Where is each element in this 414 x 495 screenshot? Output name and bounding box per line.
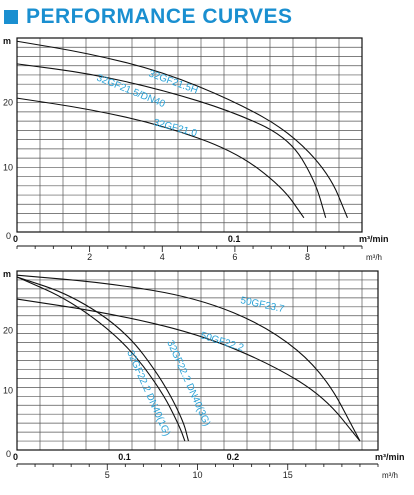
y-tick-label: 10 [3,162,13,172]
y-tick-label: 0 [6,449,11,459]
series-curve [16,276,190,442]
series-label: 32GF21.0 [152,117,198,139]
y-tick-label: 0 [6,231,11,241]
plot-frame [16,37,363,233]
series-curve [16,274,361,442]
series-label: 32GF22.2 DN40(1G) [124,349,172,438]
title-bar: PERFORMANCE CURVES [4,4,292,30]
series-label: 32GF22.2 DN40(3G) [164,339,212,428]
x-tick-label-primary: 0.2 [227,452,240,462]
plot-frame [16,270,379,451]
x-axis-unit-primary: m³/min [375,452,405,462]
series-curve [16,40,348,218]
x-tick-label-secondary: 6 [232,252,237,262]
y-tick-label: 20 [3,326,13,336]
x-axis-unit-primary: m³/min [359,234,389,244]
x-tick-label-primary: 0.1 [228,234,241,244]
x-tick-label-secondary: 8 [305,252,310,262]
title-square-icon [4,10,18,24]
y-axis-label: m [3,36,11,46]
series-curve [16,276,186,442]
x-tick-label-secondary: 15 [283,470,293,480]
x-tick-label-secondary: 4 [160,252,165,262]
x-tick-label-primary: 0.1 [118,452,131,462]
x-tick-label-secondary: 5 [105,470,110,480]
x-axis-unit-secondary: m³/h [382,471,398,480]
series-curve [16,298,361,442]
x-tick-label-secondary: 10 [192,470,202,480]
y-axis-label: m [3,269,11,279]
x-tick-label-primary: 0 [13,452,18,462]
x-tick-label-primary: 0 [13,234,18,244]
x-tick-label-secondary: 2 [87,252,92,262]
series-curve [16,97,305,219]
y-tick-label: 10 [3,385,13,395]
x-axis-unit-secondary: m³/h [366,253,382,262]
series-curve [16,63,327,218]
y-tick-label: 20 [3,98,13,108]
page-title: PERFORMANCE CURVES [26,5,293,28]
